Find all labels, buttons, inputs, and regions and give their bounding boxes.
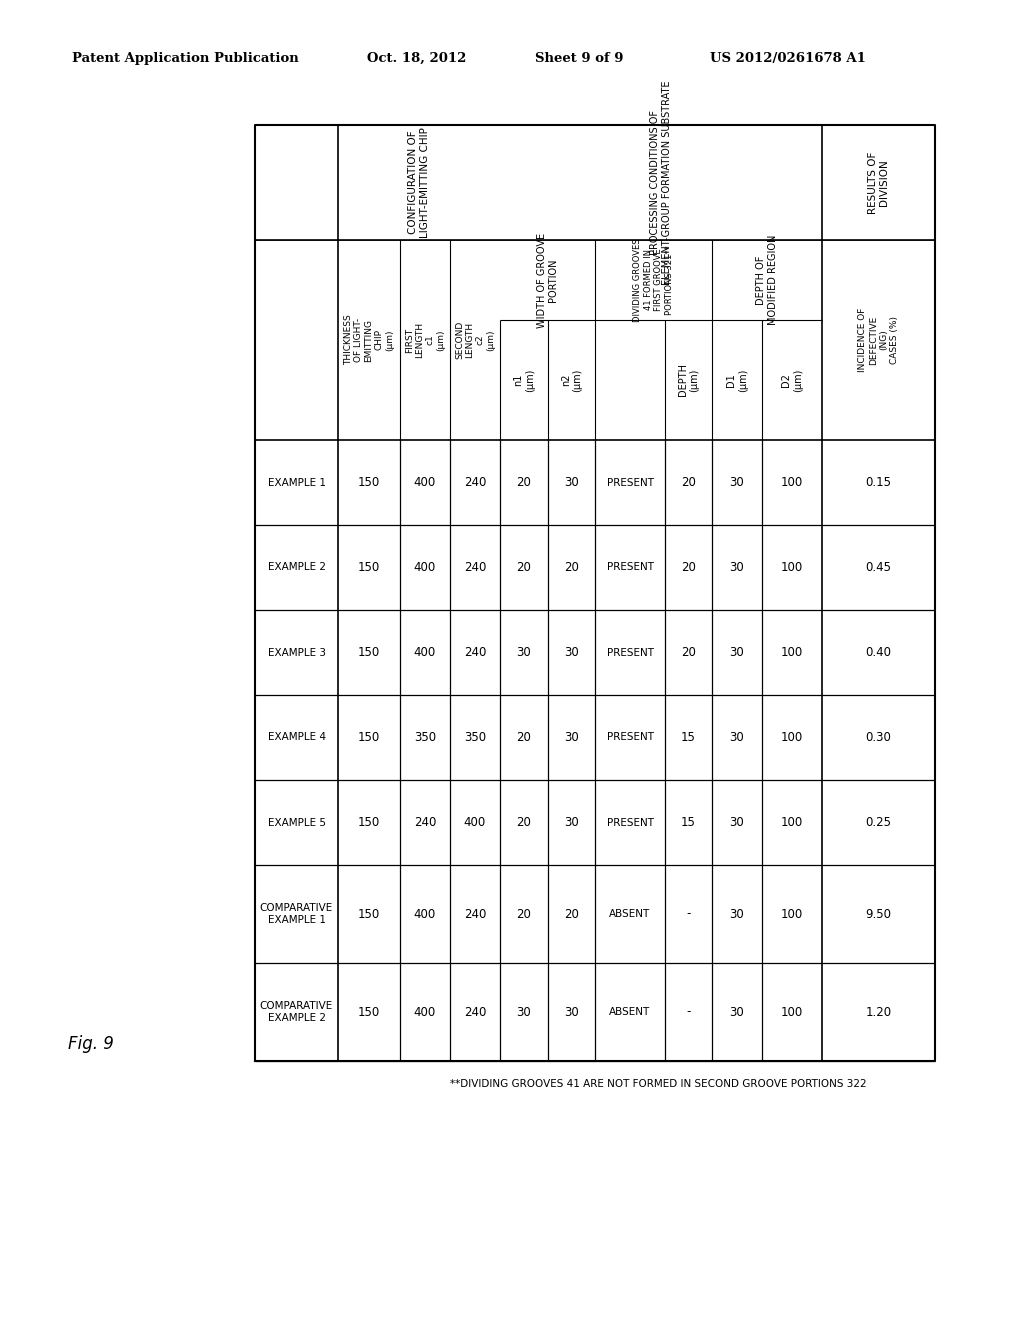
Text: 30: 30 [517, 645, 531, 659]
Text: EXAMPLE 1: EXAMPLE 1 [267, 478, 326, 487]
Text: COMPARATIVE
EXAMPLE 2: COMPARATIVE EXAMPLE 2 [260, 1001, 333, 1023]
Text: PRESENT: PRESENT [606, 562, 653, 573]
Text: PRESENT: PRESENT [606, 817, 653, 828]
Text: 20: 20 [516, 477, 531, 488]
Text: 100: 100 [781, 477, 803, 488]
Text: n2
(μm): n2 (μm) [561, 368, 583, 392]
Text: 0.30: 0.30 [865, 731, 892, 744]
Text: 15: 15 [681, 731, 696, 744]
Text: n1
(μm): n1 (μm) [513, 368, 535, 392]
Text: FIRST
LENGTH
c1
(μm): FIRST LENGTH c1 (μm) [404, 322, 445, 358]
Text: 100: 100 [781, 1006, 803, 1019]
Text: 20: 20 [681, 561, 696, 574]
Text: DEPTH OF
MODIFIED REGION: DEPTH OF MODIFIED REGION [756, 235, 778, 325]
Text: 30: 30 [730, 1006, 744, 1019]
Text: 30: 30 [564, 477, 579, 488]
Text: PROCESSING CONDITIONS OF
ELEMENT-GROUP FORMATION SUBSTRATE: PROCESSING CONDITIONS OF ELEMENT-GROUP F… [650, 81, 672, 285]
Text: 0.25: 0.25 [865, 816, 892, 829]
Text: US 2012/0261678 A1: US 2012/0261678 A1 [710, 51, 866, 65]
Text: 240: 240 [464, 908, 486, 920]
Text: EXAMPLE 3: EXAMPLE 3 [267, 648, 326, 657]
Text: CONFIGURATION OF
LIGHT-EMITTING CHIP: CONFIGURATION OF LIGHT-EMITTING CHIP [409, 127, 430, 238]
Text: 20: 20 [516, 816, 531, 829]
Text: 100: 100 [781, 731, 803, 744]
Text: 30: 30 [517, 1006, 531, 1019]
Text: 150: 150 [357, 645, 380, 659]
Text: 1.20: 1.20 [865, 1006, 892, 1019]
Text: 400: 400 [414, 908, 436, 920]
Text: 20: 20 [516, 731, 531, 744]
Text: -: - [686, 1006, 690, 1019]
Text: SECOND
LENGTH
c2
(μm): SECOND LENGTH c2 (μm) [455, 321, 495, 359]
Text: 30: 30 [564, 731, 579, 744]
Text: 100: 100 [781, 645, 803, 659]
Text: 20: 20 [681, 645, 696, 659]
Text: 150: 150 [357, 908, 380, 920]
Text: 30: 30 [564, 1006, 579, 1019]
Text: INCIDENCE OF
DEFECTIVE
(NG)
CASES (%): INCIDENCE OF DEFECTIVE (NG) CASES (%) [858, 308, 899, 372]
Text: 240: 240 [464, 1006, 486, 1019]
Text: D2
(μm): D2 (μm) [781, 368, 803, 392]
Text: 150: 150 [357, 1006, 380, 1019]
Text: EXAMPLE 5: EXAMPLE 5 [267, 817, 326, 828]
Text: 350: 350 [414, 731, 436, 744]
Text: 400: 400 [414, 1006, 436, 1019]
Text: 400: 400 [414, 645, 436, 659]
Text: 100: 100 [781, 908, 803, 920]
Text: 9.50: 9.50 [865, 908, 892, 920]
Text: 100: 100 [781, 816, 803, 829]
Text: 30: 30 [730, 731, 744, 744]
Text: 20: 20 [516, 908, 531, 920]
Text: 150: 150 [357, 816, 380, 829]
Text: 350: 350 [464, 731, 486, 744]
Text: 30: 30 [730, 561, 744, 574]
Text: ABSENT: ABSENT [609, 1007, 650, 1016]
Text: 240: 240 [414, 816, 436, 829]
Text: 150: 150 [357, 561, 380, 574]
Text: 240: 240 [464, 645, 486, 659]
Text: DEPTH
(μm): DEPTH (μm) [678, 363, 699, 396]
Text: 20: 20 [681, 477, 696, 488]
Text: 150: 150 [357, 731, 380, 744]
Text: 30: 30 [564, 816, 579, 829]
Text: 0.40: 0.40 [865, 645, 892, 659]
Text: WIDTH OF GROOVE
PORTION: WIDTH OF GROOVE PORTION [537, 232, 558, 327]
Text: 20: 20 [564, 561, 579, 574]
Text: -: - [686, 908, 690, 920]
Text: 400: 400 [414, 477, 436, 488]
Text: Patent Application Publication: Patent Application Publication [72, 51, 299, 65]
Text: 100: 100 [781, 561, 803, 574]
Text: EXAMPLE 2: EXAMPLE 2 [267, 562, 326, 573]
Text: PRESENT: PRESENT [606, 478, 653, 487]
Text: 400: 400 [464, 816, 486, 829]
Text: Fig. 9: Fig. 9 [68, 1035, 114, 1053]
Text: 0.15: 0.15 [865, 477, 892, 488]
Text: Oct. 18, 2012: Oct. 18, 2012 [367, 51, 466, 65]
Text: PRESENT: PRESENT [606, 733, 653, 742]
Text: DIVIDING GROOVES
41 FORMED IN
FIRST GROOVE
PORTIONS 321**: DIVIDING GROOVES 41 FORMED IN FIRST GROO… [634, 238, 674, 322]
Text: ABSENT: ABSENT [609, 909, 650, 919]
Text: COMPARATIVE
EXAMPLE 1: COMPARATIVE EXAMPLE 1 [260, 903, 333, 925]
Text: 30: 30 [730, 908, 744, 920]
Text: 30: 30 [730, 645, 744, 659]
Text: EXAMPLE 4: EXAMPLE 4 [267, 733, 326, 742]
Text: RESULTS OF
DIVISION: RESULTS OF DIVISION [867, 152, 889, 214]
Text: THICKNESS
OF LIGHT-
EMITTING
CHIP
(μm): THICKNESS OF LIGHT- EMITTING CHIP (μm) [344, 314, 394, 366]
Text: 20: 20 [564, 908, 579, 920]
Text: 150: 150 [357, 477, 380, 488]
Text: PRESENT: PRESENT [606, 648, 653, 657]
Text: 400: 400 [414, 561, 436, 574]
Text: D1
(μm): D1 (μm) [726, 368, 748, 392]
Text: 30: 30 [564, 645, 579, 659]
Text: 240: 240 [464, 477, 486, 488]
Text: 240: 240 [464, 561, 486, 574]
Text: Sheet 9 of 9: Sheet 9 of 9 [535, 51, 624, 65]
Text: 0.45: 0.45 [865, 561, 892, 574]
Text: 20: 20 [516, 561, 531, 574]
Text: 30: 30 [730, 477, 744, 488]
Text: 30: 30 [730, 816, 744, 829]
Text: 15: 15 [681, 816, 696, 829]
Text: **DIVIDING GROOVES 41 ARE NOT FORMED IN SECOND GROOVE PORTIONS 322: **DIVIDING GROOVES 41 ARE NOT FORMED IN … [450, 1078, 866, 1089]
